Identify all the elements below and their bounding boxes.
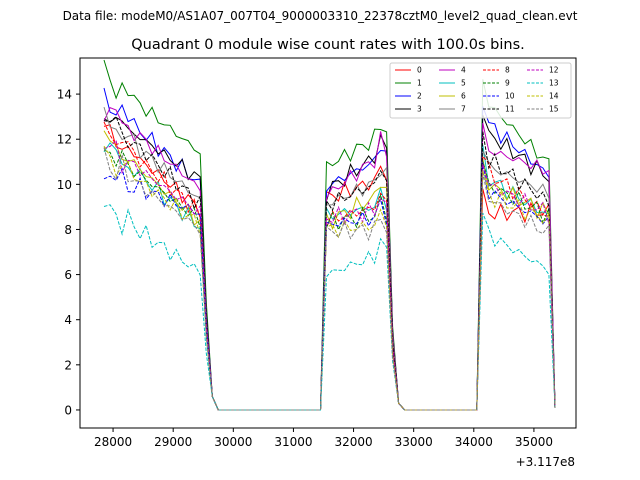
legend-box <box>389 62 572 119</box>
y-tick-label: 14 <box>57 88 72 102</box>
x-tick-label: 35000 <box>515 435 553 449</box>
legend-label-5: 5 <box>461 79 466 88</box>
legend-label-8: 8 <box>505 66 510 75</box>
legend-label-13: 13 <box>549 79 559 88</box>
chart-title: Quadrant 0 module wise count rates with … <box>131 37 525 53</box>
legend-label-6: 6 <box>461 92 466 101</box>
x-tick-label: 33000 <box>395 435 433 449</box>
legend-label-7: 7 <box>461 105 466 114</box>
legend-label-4: 4 <box>461 66 466 75</box>
series-lines <box>103 59 556 411</box>
x-offset-label: +3.117e8 <box>516 455 575 469</box>
legend-label-14: 14 <box>549 92 559 101</box>
plot-layer: 28000 29000 30000 31000 32000 33000 34000 35000… <box>57 57 577 449</box>
y-tick-label: 4 <box>64 313 72 327</box>
legend-label-0: 0 <box>417 66 422 75</box>
figure-suptitle: Data file: modeM0/AS1A07_007T04_90000033… <box>63 9 578 23</box>
y-tick-label: 0 <box>64 403 72 417</box>
legend-label-9: 9 <box>505 79 510 88</box>
y-tick-label: 8 <box>64 223 72 237</box>
legend-label-3: 3 <box>417 105 422 114</box>
y-tick-label: 2 <box>64 358 72 372</box>
legend-label-10: 10 <box>505 92 515 101</box>
x-tick-label: 29000 <box>154 435 192 449</box>
legend-label-1: 1 <box>417 79 422 88</box>
x-tick-label: 34000 <box>455 435 493 449</box>
legend-label-15: 15 <box>549 105 559 114</box>
x-tick-label: 32000 <box>334 435 372 449</box>
legend-label-11: 11 <box>505 105 515 114</box>
axes-frame <box>79 57 577 429</box>
series-line-15 <box>103 147 556 411</box>
legend-label-2: 2 <box>417 92 422 101</box>
y-tick-label: 10 <box>57 178 72 192</box>
series-line-13 <box>103 204 556 411</box>
x-tick-label: 31000 <box>274 435 312 449</box>
x-tick-label: 28000 <box>94 435 132 449</box>
y-tick-label: 6 <box>64 268 72 282</box>
series-line-14 <box>103 145 556 411</box>
legend-label-12: 12 <box>549 66 559 75</box>
y-tick-label: 12 <box>57 133 72 147</box>
x-tick-label: 30000 <box>214 435 252 449</box>
